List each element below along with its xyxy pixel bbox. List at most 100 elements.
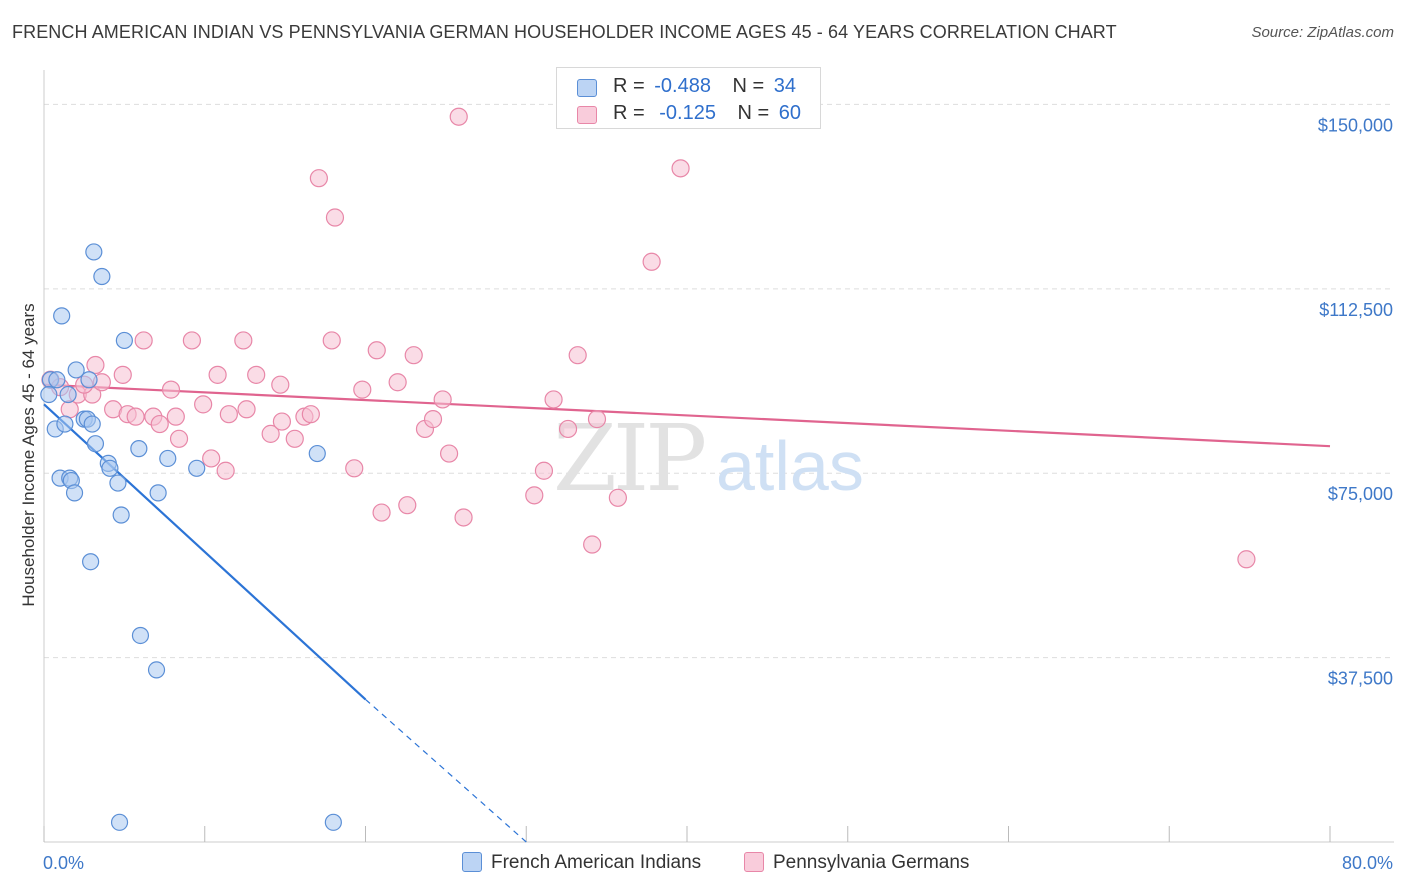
pink-point xyxy=(345,459,364,478)
pink-point xyxy=(642,252,661,271)
pink-point xyxy=(608,488,627,507)
pink-point xyxy=(439,444,459,463)
legend-r-value-blue: -0.488 xyxy=(654,75,711,97)
pink-point xyxy=(388,373,407,392)
pink-point xyxy=(272,412,292,431)
blue-point xyxy=(110,813,129,831)
pink-point xyxy=(398,496,417,515)
pink-point xyxy=(169,429,189,448)
pink-point xyxy=(525,486,544,505)
legend-swatch-pink xyxy=(577,106,597,124)
blue-point xyxy=(85,243,103,261)
french-american-indian-points xyxy=(40,243,342,831)
pink-point xyxy=(113,365,132,384)
legend-r-value-pink: -0.125 xyxy=(659,102,716,124)
pink-point xyxy=(161,380,181,399)
blue-point xyxy=(130,440,148,458)
pink-point xyxy=(423,410,443,429)
legend-swatch-blue xyxy=(577,79,597,97)
pink-point xyxy=(309,169,328,188)
x-tick-left: 0.0% xyxy=(43,853,84,873)
blue-point xyxy=(82,553,100,571)
pink-point xyxy=(404,346,423,365)
pink-point xyxy=(1237,550,1256,569)
blue-point xyxy=(131,626,150,645)
blue-point xyxy=(56,415,74,433)
blue-point xyxy=(147,661,166,679)
y-tick-label: $150,000 xyxy=(1318,115,1393,135)
blue-trend-dashed xyxy=(365,698,527,843)
bottom-legend-label-pink: Pennsylvania Germans xyxy=(773,852,970,873)
y-tick-label: $112,500 xyxy=(1319,300,1393,320)
pink-point xyxy=(671,159,690,178)
y-tick-labels: $150,000 $112,500 $75,000 $37,500 xyxy=(1318,115,1393,688)
pink-point xyxy=(194,395,213,414)
blue-point xyxy=(159,449,177,468)
blue-point xyxy=(112,506,130,524)
blue-point xyxy=(59,385,77,404)
blue-point xyxy=(188,459,206,477)
pink-trend-line xyxy=(43,383,1331,448)
pink-point xyxy=(237,400,256,419)
pink-point xyxy=(449,107,468,126)
pink-point xyxy=(216,461,235,480)
pink-point xyxy=(126,407,145,426)
blue-point xyxy=(324,813,342,831)
grid-lines xyxy=(44,103,1394,659)
blue-point xyxy=(80,371,98,389)
pink-point xyxy=(454,508,473,527)
pink-point xyxy=(325,208,345,227)
blue-point xyxy=(93,267,111,286)
chart-title: FRENCH AMERICAN INDIAN VS PENNSYLVANIA G… xyxy=(12,22,1117,42)
source-credit: Source: ZipAtlas.com xyxy=(1251,24,1394,41)
pink-point xyxy=(285,429,304,448)
blue-point xyxy=(86,435,105,453)
legend-r-label-pink: R = xyxy=(613,102,645,124)
blue-point xyxy=(83,415,101,433)
pink-point xyxy=(587,410,607,429)
pink-point xyxy=(86,355,105,375)
watermark: ZIP atlas xyxy=(553,405,864,512)
legend-n-value-pink: 60 xyxy=(778,102,802,124)
pink-point xyxy=(271,375,290,394)
pink-point xyxy=(234,331,253,350)
pennsylvania-german-points xyxy=(41,107,1256,569)
pink-point xyxy=(247,365,266,384)
bottom-legend-label-blue: French American Indians xyxy=(491,852,702,873)
pink-point xyxy=(261,424,280,443)
blue-point xyxy=(67,361,85,379)
axes xyxy=(43,70,1394,843)
pink-point xyxy=(202,449,221,468)
legend-n-value-blue: 34 xyxy=(773,75,797,97)
blue-point xyxy=(149,484,167,502)
correlation-legend: R = -0.488 N = 34 R = -0.125 N = 60 xyxy=(556,67,821,129)
blue-point xyxy=(40,385,58,404)
blue-trend-solid xyxy=(43,403,367,701)
pink-point xyxy=(322,331,341,350)
pink-point xyxy=(301,405,320,424)
bottom-legend-blue: French American Indians xyxy=(462,852,701,874)
y-tick-label: $37,500 xyxy=(1328,669,1393,689)
blue-point xyxy=(53,307,71,325)
pink-point xyxy=(166,407,185,426)
blue-point xyxy=(101,459,119,477)
y-axis-label: Householder Income Ages 45 - 64 years xyxy=(19,303,38,606)
pink-point xyxy=(534,461,554,480)
pink-point xyxy=(353,380,372,399)
x-tick-right: 80.0% xyxy=(1342,853,1393,873)
pink-point xyxy=(134,331,153,350)
pink-point xyxy=(208,365,227,384)
pink-point xyxy=(372,503,391,522)
pink-point xyxy=(150,414,169,434)
pink-trend-solid xyxy=(43,383,1331,448)
pink-point xyxy=(219,405,238,424)
watermark-zip: ZIP xyxy=(553,405,704,512)
bottom-legend-swatch-pink xyxy=(744,852,764,872)
pink-point xyxy=(558,419,578,439)
bottom-legend-swatch-blue xyxy=(462,852,482,872)
blue-point xyxy=(115,331,133,350)
blue-point xyxy=(109,474,127,492)
blue-trend-line xyxy=(43,403,527,843)
pink-point xyxy=(583,535,602,554)
